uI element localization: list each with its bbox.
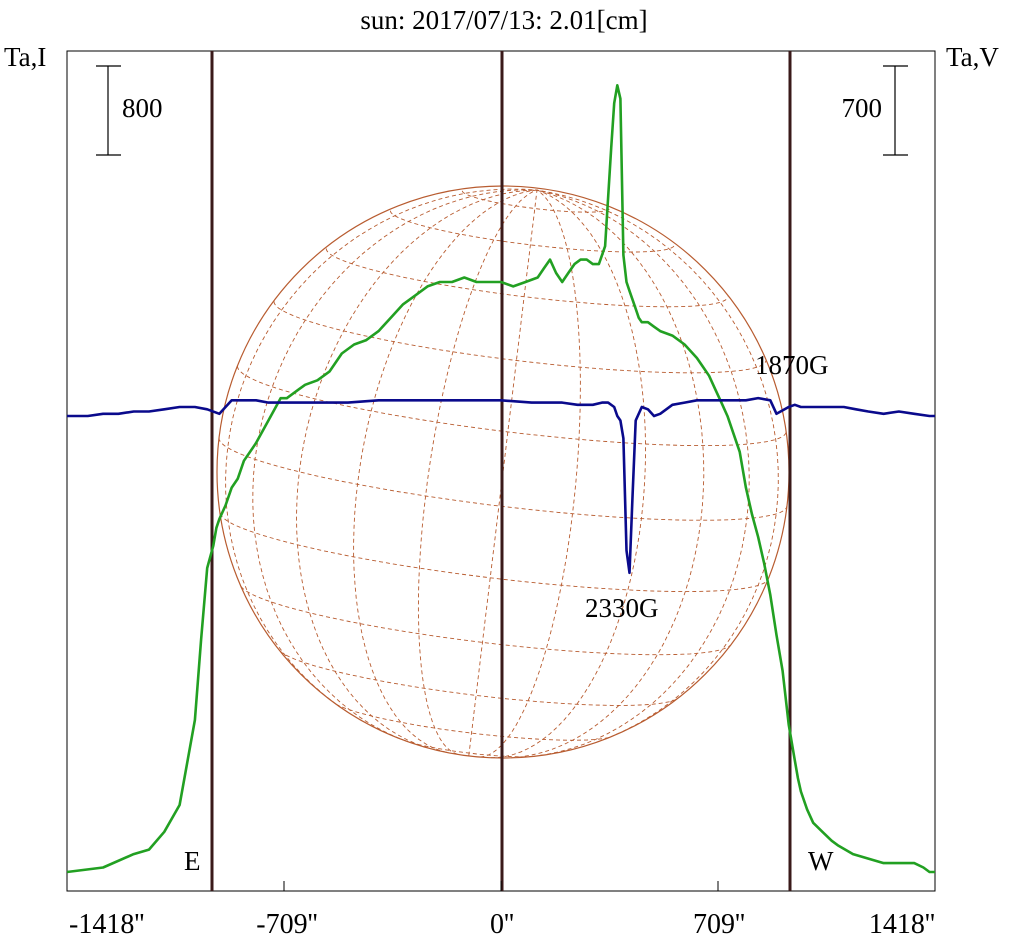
- disk-grid-latitude: [240, 586, 731, 656]
- x-tick-label-4: 1418'': [869, 909, 935, 940]
- chart-title: sun: 2017/07/13: 2.01[cm]: [360, 5, 647, 35]
- disk-grid-longitude: [536, 189, 779, 743]
- disk-grid-latitude: [219, 513, 769, 593]
- disk-grid-latitude: [279, 650, 678, 706]
- x-tick-label-1: -709'': [256, 909, 317, 940]
- x-axis-ticks: [66, 881, 936, 891]
- disk-grid-latitude: [461, 190, 610, 213]
- disk-grid-latitude: [325, 248, 729, 308]
- disk-grid-latitude: [237, 365, 787, 447]
- right-axis-label: Ta,V: [946, 42, 999, 72]
- disk-grid-longitude: [533, 189, 750, 757]
- disk-grid-longitude: [491, 189, 646, 759]
- x-tick-label-3: 709'': [693, 909, 745, 940]
- scale-bar-left-label: 800: [122, 93, 163, 123]
- disk-grid-longitude: [252, 189, 538, 742]
- disk-grid-latitude: [273, 301, 767, 374]
- annotation-2330g: 2330G: [585, 593, 659, 623]
- disk-grid-longitude: [296, 189, 538, 749]
- west-label: W: [808, 846, 834, 876]
- scale-bar-right-label: 700: [842, 93, 883, 123]
- disk-grid-longitude: [510, 189, 705, 759]
- east-label: E: [184, 846, 201, 876]
- disk-grid-longitude: [225, 188, 538, 713]
- disk-grid-longitude: [480, 189, 581, 758]
- scale-bar-right: [883, 65, 908, 156]
- disk-grid-longitude: [353, 189, 538, 753]
- disk-grid-longitude: [417, 189, 538, 755]
- disk-grid-latitude: [335, 703, 611, 741]
- x-tick-label-0: -1418'': [69, 909, 144, 940]
- annotation-1870g: 1870G: [755, 350, 829, 380]
- left-axis-label: Ta,I: [4, 42, 46, 72]
- intensity-curve: [66, 84, 935, 874]
- x-tick-label-2: 0'': [490, 909, 514, 940]
- scale-bar-left: [96, 65, 121, 156]
- polarization-curve: [67, 396, 935, 575]
